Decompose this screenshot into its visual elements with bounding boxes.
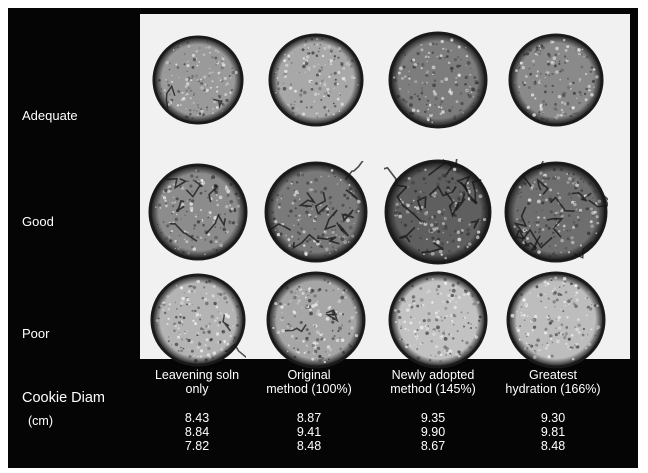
figure-panel: Adequate Good Poor Leavening soln only O… (8, 8, 638, 468)
cookie-image-good (504, 161, 608, 263)
cookie-image-poor (150, 273, 246, 367)
cookie-image-adequate (268, 33, 364, 127)
diameter-value: 8.48 (296, 439, 322, 453)
column-header-line1: Newly adopted (391, 368, 475, 382)
diameter-value: 9.90 (420, 425, 446, 439)
diameter-value: 8.84 (184, 425, 210, 439)
cookie-image-good (264, 161, 368, 263)
cookie-diam-unit: (cm) (28, 414, 53, 428)
cookie-image-adequate (388, 31, 488, 129)
diameter-value: 9.81 (540, 425, 566, 439)
column-header-line2: hydration (166%) (505, 382, 601, 396)
column-header-original: Original method (100%) (248, 368, 370, 396)
diameter-value: 9.30 (540, 411, 566, 425)
column-header-leavening: Leavening soln only (136, 368, 258, 396)
diameter-value: 9.35 (420, 411, 446, 425)
column-header-line1: Greatest (529, 368, 577, 382)
row-label-poor: Poor (22, 326, 50, 341)
diameter-value: 7.82 (184, 439, 210, 453)
column-header-line1: Original (287, 368, 331, 382)
column-header-line2: only (185, 382, 209, 396)
column-header-greatest-hydration: Greatest hydration (166%) (492, 368, 614, 396)
diameter-value: 9.41 (296, 425, 322, 439)
row-label-adequate: Adequate (22, 108, 78, 123)
column-header-newly-adopted: Newly adopted method (145%) (372, 368, 494, 396)
row-label-good: Good (22, 214, 54, 229)
column-header-line2: method (145%) (390, 382, 476, 396)
diameter-value: 8.43 (184, 411, 210, 425)
cookie-image-poor (266, 271, 366, 369)
diameter-value: 8.67 (420, 439, 446, 453)
column-header-line2: method (100%) (266, 382, 352, 396)
cookie-image-adequate (508, 33, 604, 127)
cookie-image-poor (506, 271, 606, 369)
cookie-image-good (148, 163, 248, 261)
diameter-value: 8.48 (540, 439, 566, 453)
column-header-line1: Leavening soln (154, 368, 240, 382)
diameter-value: 8.87 (296, 411, 322, 425)
cookie-image-poor (388, 271, 488, 369)
cookie-image-adequate (152, 35, 244, 125)
cookie-image-good (384, 159, 492, 265)
cookie-diam-label: Cookie Diam (22, 390, 105, 406)
